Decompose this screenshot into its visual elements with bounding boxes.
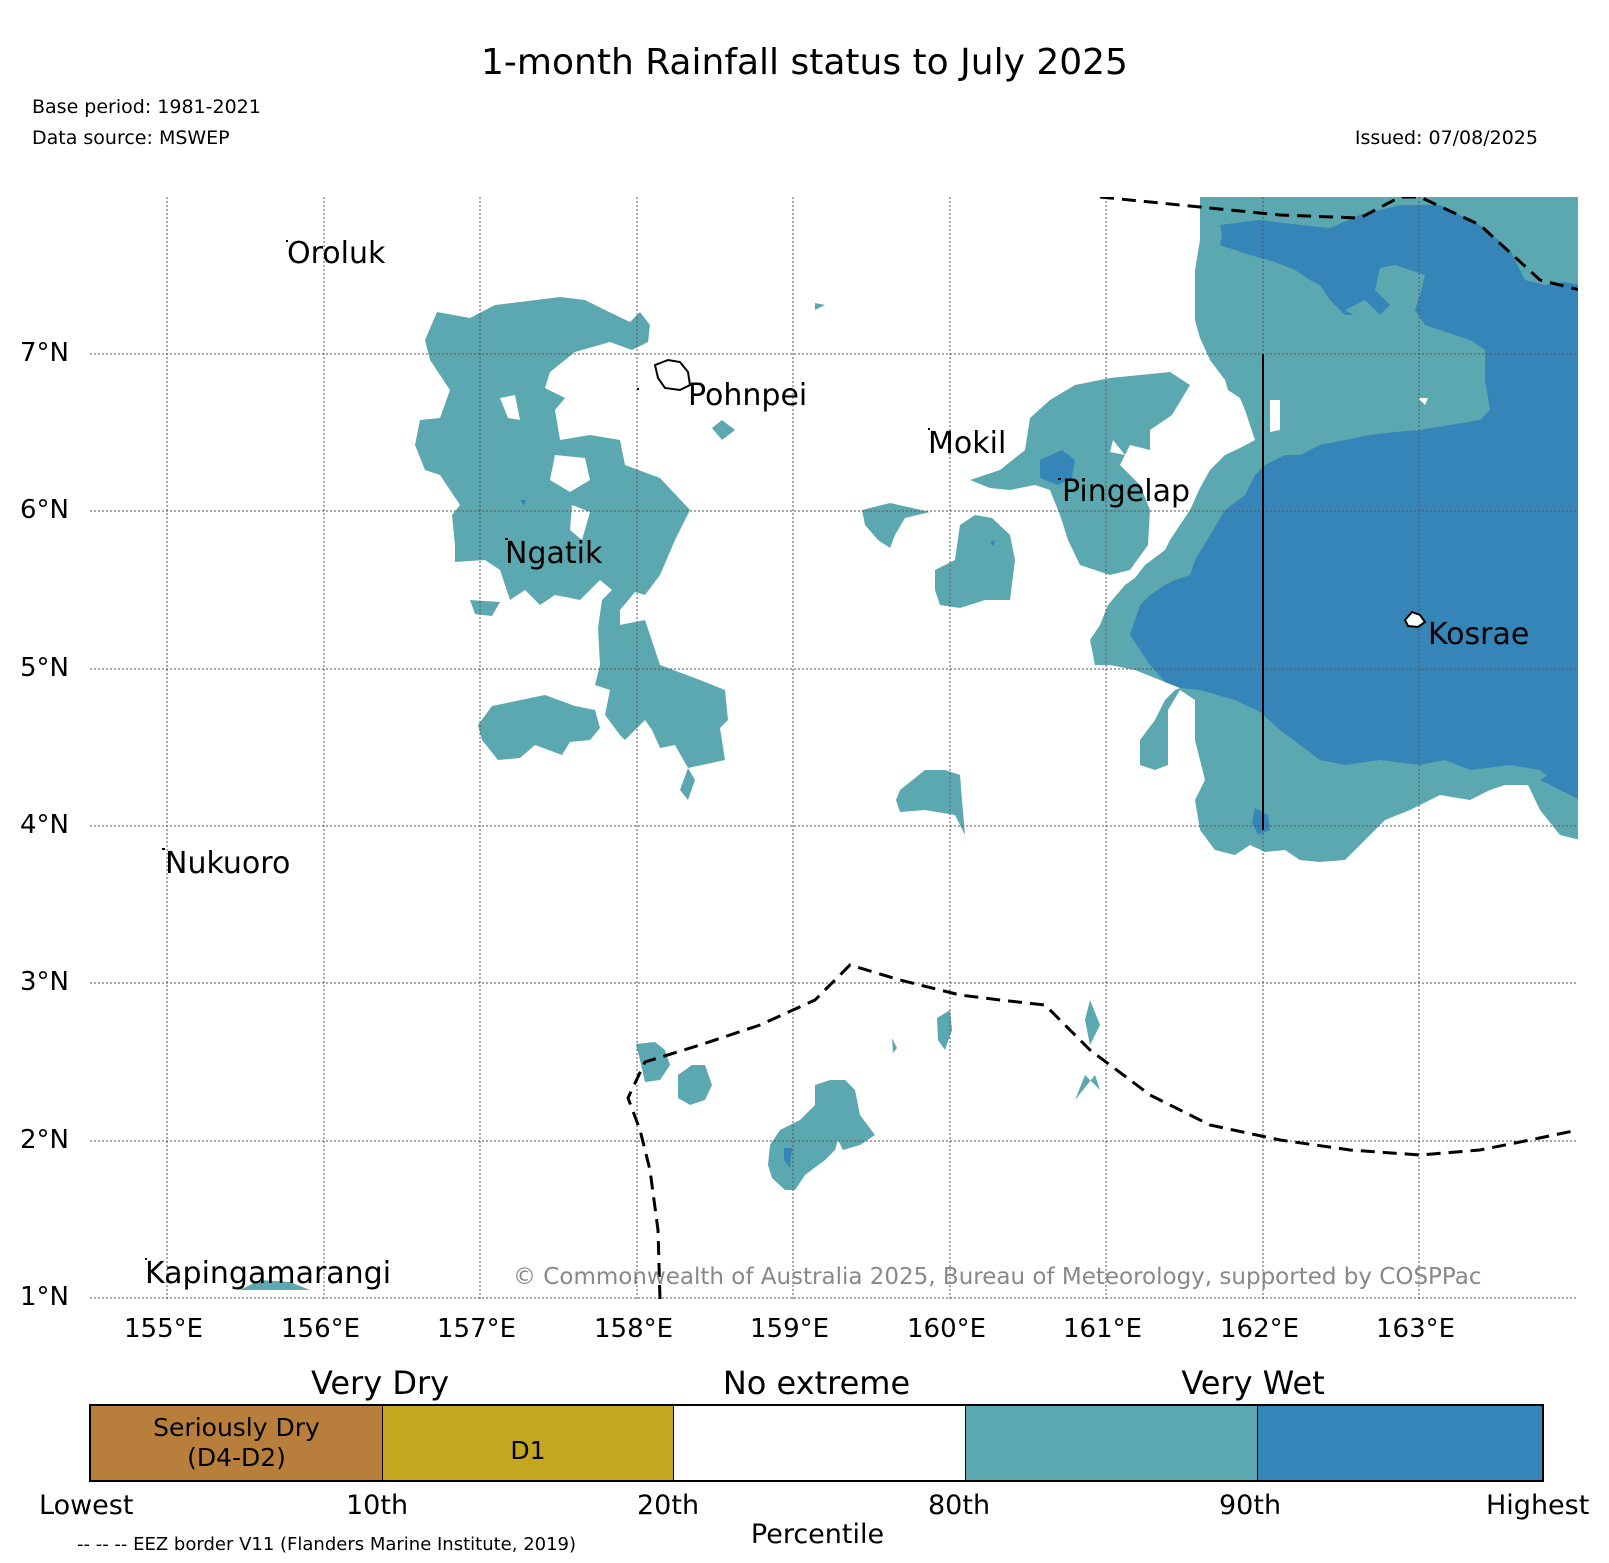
copyright-notice: © Commonwealth of Australia 2025, Bureau… <box>513 1264 1482 1290</box>
lon-tick-162e: 162°E <box>1220 1314 1300 1344</box>
legend-tick-highest: Highest <box>1486 1490 1590 1521</box>
legend-swatch-80-90 <box>966 1406 1258 1480</box>
lon-tick-163e: 163°E <box>1376 1314 1456 1344</box>
lon-tick-160e: 160°E <box>907 1314 987 1344</box>
lat-tick-2n: 2°N <box>20 1125 69 1155</box>
legend-label-d1: D1 <box>510 1436 546 1465</box>
legend-swatch-seriously-dry: Seriously Dry (D4-D2) <box>91 1406 383 1480</box>
legend-tick-20th: 20th <box>637 1490 700 1521</box>
legend-xlabel: Percentile <box>750 1519 885 1550</box>
base-period: Base period: 1981-2021 <box>32 96 261 118</box>
lat-tick-4n: 4°N <box>20 810 69 840</box>
island-outlines <box>653 358 1427 629</box>
lat-tick-1n: 1°N <box>20 1282 69 1312</box>
legend-tick-10th: 10th <box>346 1490 409 1521</box>
gridlines <box>90 197 1578 1299</box>
map-title: 1-month Rainfall status to July 2025 <box>481 42 1128 83</box>
legend-tick-80th: 80th <box>928 1490 991 1521</box>
small-island-marks <box>145 240 1061 1260</box>
legend-swatch-no-extreme <box>674 1406 966 1480</box>
legend-group-no-extreme: No extreme <box>722 1364 911 1402</box>
legend-swatch-90-plus <box>1258 1406 1542 1480</box>
place-label-ngatik: Ngatik <box>505 536 603 571</box>
lon-tick-161e: 161°E <box>1063 1314 1143 1344</box>
eez-border-note: -- -- -- EEZ border V11 (Flanders Marine… <box>77 1534 577 1555</box>
place-label-mokil: Mokil <box>928 426 1007 461</box>
lon-tick-158e: 158°E <box>594 1314 674 1344</box>
lon-tick-156e: 156°E <box>281 1314 361 1344</box>
eez-border-lines <box>626 197 1578 1299</box>
place-label-pingelap: Pingelap <box>1062 474 1191 509</box>
lon-tick-155e: 155°E <box>124 1314 204 1344</box>
place-label-kosrae: Kosrae <box>1428 617 1530 652</box>
legend-group-very-dry: Very Dry <box>310 1364 450 1402</box>
pohnpei-island <box>653 358 692 392</box>
lat-tick-6n: 6°N <box>20 495 69 525</box>
legend-colorbar: Seriously Dry (D4-D2) D1 <box>89 1404 1544 1482</box>
legend-tick-90th: 90th <box>1219 1490 1282 1521</box>
legend-label-seriously-dry: Seriously Dry (D4-D2) <box>153 1413 320 1472</box>
very-wet-90-plus-regions <box>520 205 1578 1168</box>
lat-tick-5n: 5°N <box>20 653 69 683</box>
lat-tick-3n: 3°N <box>20 967 69 997</box>
place-label-pohnpei: Pohnpei <box>688 378 808 413</box>
legend-group-very-wet: Very Wet <box>1181 1364 1325 1402</box>
place-label-nukuoro: Nukuoro <box>165 846 291 881</box>
issued-date: Issued: 07/08/2025 <box>1354 127 1538 149</box>
lat-tick-7n: 7°N <box>20 338 69 368</box>
legend-tick-lowest: Lowest <box>39 1490 134 1521</box>
lon-tick-159e: 159°E <box>750 1314 830 1344</box>
place-label-kapingamarangi: Kapingamarangi <box>145 1256 392 1291</box>
legend-swatch-d1: D1 <box>383 1406 674 1480</box>
place-label-oroluk: Oroluk <box>287 236 386 271</box>
data-source: Data source: MSWEP <box>32 127 230 149</box>
rainfall-anomaly-layer <box>240 197 1578 1290</box>
lon-tick-157e: 157°E <box>437 1314 517 1344</box>
kosrae-island <box>1403 610 1427 629</box>
